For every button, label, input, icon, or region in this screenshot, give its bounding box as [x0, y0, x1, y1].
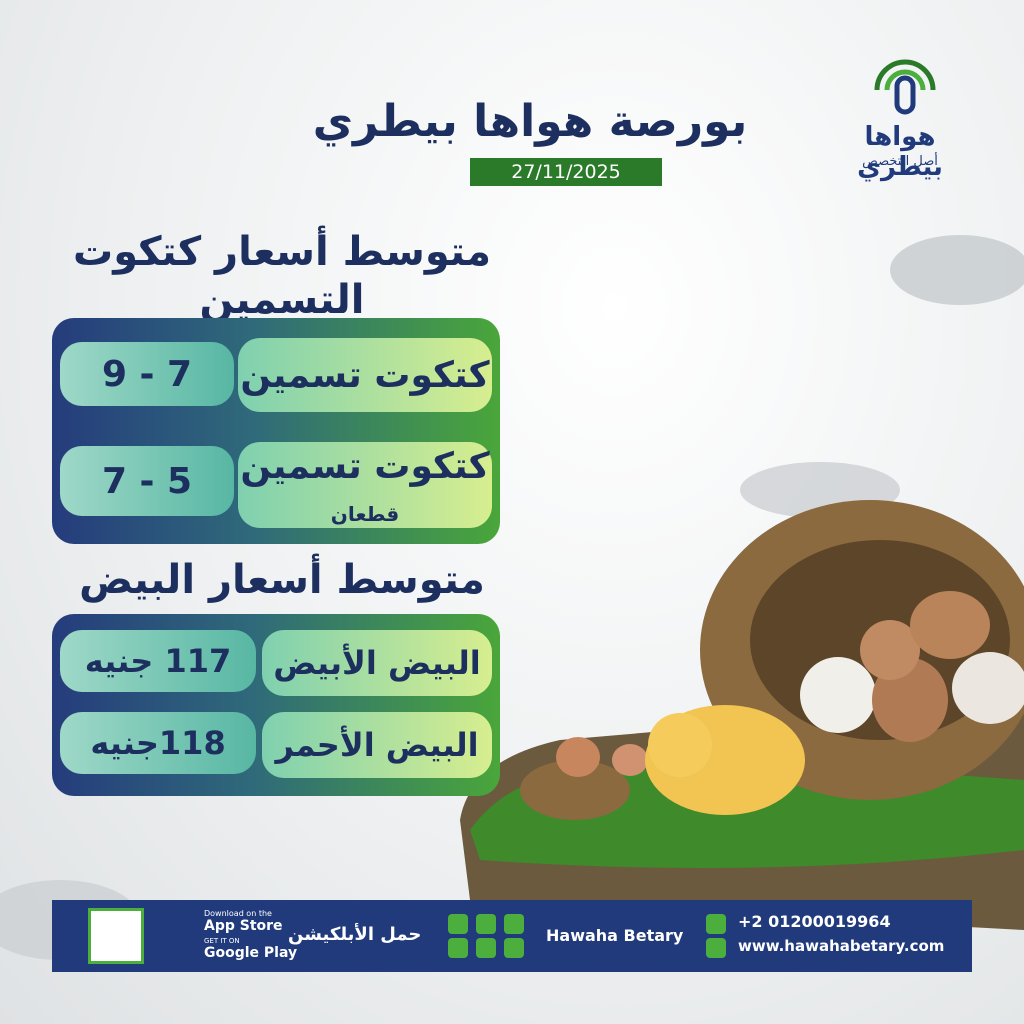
footer: Download on the App Store GET IT ON Goog…	[52, 900, 972, 972]
facebook-icon[interactable]	[448, 914, 468, 934]
chick-panel: كتكوت تسمين 7 - 9 كتكوت تسمين قطعان 5 - …	[52, 318, 500, 544]
row-sublabel: قطعان	[330, 502, 400, 526]
linkedin-icon[interactable]	[476, 938, 496, 958]
section-title: متوسط أسعار كتكوت التسمين	[73, 229, 491, 323]
date: 27/11/2025	[470, 158, 662, 186]
x-icon[interactable]	[504, 914, 524, 934]
row-label-text: كتكوت تسمين	[240, 446, 490, 487]
instagram-icon[interactable]	[476, 914, 496, 934]
egg-panel: البيض الأبيض 117 جنيه البيض الأحمر 118جن…	[52, 614, 500, 796]
row-price: 7 - 9	[60, 342, 234, 406]
logo-name: هواها بيطري	[857, 122, 943, 182]
phone[interactable]: +2 01200019964	[738, 912, 891, 931]
youtube-icon[interactable]	[448, 938, 468, 958]
app-store-small: Download on the	[204, 909, 272, 918]
whatsapp-icon	[706, 914, 726, 934]
section-title: متوسط أسعار البيض	[79, 557, 485, 603]
google-play-small: GET IT ON	[204, 937, 240, 945]
row-price: 118جنيه	[60, 712, 256, 774]
tiktok-icon[interactable]	[504, 938, 524, 958]
download-app: حمل الأبلكيشن	[288, 924, 422, 945]
title: بورصة هواها بيطري	[312, 96, 748, 147]
row-price: 117 جنيه	[60, 630, 256, 692]
google-play[interactable]: Google Play	[204, 945, 298, 961]
logo-tagline: أصل التخصص	[862, 154, 938, 169]
website[interactable]: www.hawahabetary.com	[738, 937, 945, 955]
row-label: كتكوت تسمين	[238, 338, 492, 412]
row-label: كتكوت تسمين قطعان	[238, 442, 492, 528]
qr-code	[88, 908, 144, 964]
brand-name: Hawaha Betary	[546, 926, 684, 945]
row-label: البيض الأبيض	[262, 630, 492, 696]
web-icon	[706, 938, 726, 958]
app-store[interactable]: App Store	[204, 918, 283, 934]
row-label: البيض الأحمر	[262, 712, 492, 778]
row-price: 5 - 7	[60, 446, 234, 516]
